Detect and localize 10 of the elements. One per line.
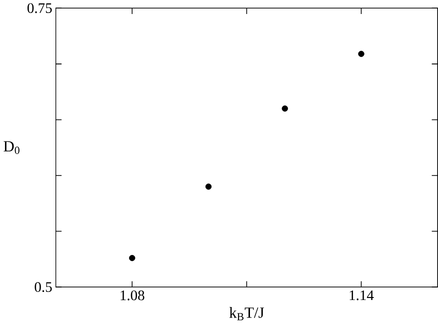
x-tick-label: 1.14 xyxy=(350,290,374,300)
y-tick-label: 0.75 xyxy=(28,2,52,13)
x-axis-title: k$_{B}$T/J xyxy=(229,306,264,320)
x-tick-label: 1.08 xyxy=(120,290,144,300)
point xyxy=(358,50,364,57)
y-tick-label: 0.5 xyxy=(34,282,52,292)
point xyxy=(205,183,212,190)
point xyxy=(129,254,136,261)
y-axis-title: D$_{0}$ xyxy=(4,140,20,154)
point xyxy=(282,105,288,112)
